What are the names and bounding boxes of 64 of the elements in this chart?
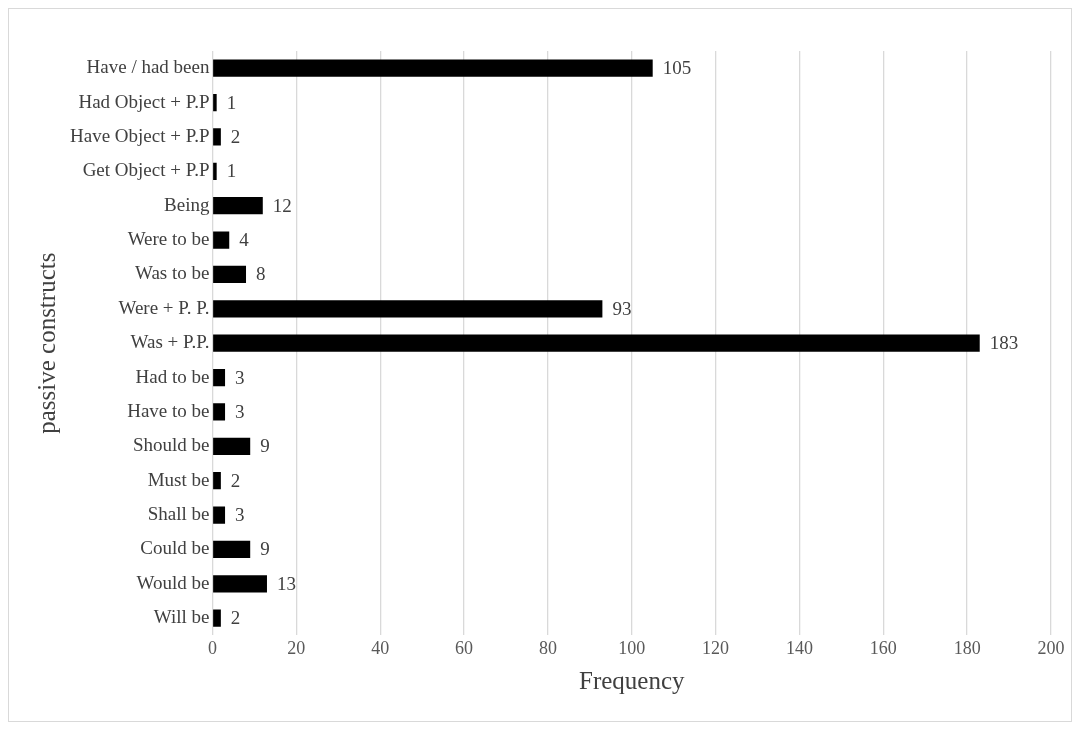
x-tick-label: 160	[869, 637, 897, 658]
y-axis-title: passive constructs	[32, 252, 60, 434]
bar	[213, 472, 221, 490]
data-label: 9	[260, 435, 270, 457]
data-label: 105	[662, 57, 692, 79]
bar	[213, 368, 226, 387]
bar	[213, 162, 217, 180]
data-label: 3	[235, 400, 245, 422]
y-tick-label: Get Object + P.P	[82, 159, 210, 181]
bar	[213, 540, 251, 559]
bar	[213, 265, 247, 284]
y-tick-label: Have to be	[127, 399, 210, 421]
bar	[213, 506, 226, 524]
y-tick-label: Was + P.P.	[130, 331, 210, 353]
data-label: 12	[272, 194, 292, 216]
x-tick-label: 0	[207, 637, 217, 658]
bar	[213, 575, 267, 593]
y-tick-label: Was to be	[135, 262, 210, 284]
y-tick-label: Could be	[140, 537, 210, 559]
x-tick-label: 200	[1037, 637, 1065, 658]
bar	[213, 231, 230, 249]
bar	[213, 128, 221, 146]
bar	[213, 93, 217, 112]
data-label: 93	[612, 297, 632, 319]
data-label: 1	[226, 91, 237, 113]
data-label: 3	[235, 366, 245, 388]
x-tick-label: 60	[455, 637, 474, 658]
x-tick-label: 140	[785, 637, 813, 658]
bar	[213, 59, 653, 77]
y-tick-label: Were + P. P.	[118, 296, 210, 318]
y-tick-label: Have / had been	[86, 56, 210, 78]
y-tick-label: Have Object + P.P	[69, 124, 210, 146]
y-tick-label: Should be	[132, 434, 210, 456]
x-tick-label: 180	[953, 637, 981, 658]
y-tick-label: Would be	[136, 571, 210, 593]
data-label: 9	[260, 538, 270, 560]
data-label: 1	[226, 160, 237, 182]
x-axis-title: Frequency	[578, 666, 685, 694]
bar	[213, 334, 980, 352]
x-tick-label: 80	[538, 637, 557, 658]
x-tick-label: 100	[618, 637, 646, 658]
bar	[213, 403, 226, 421]
y-tick-label: Shall be	[147, 503, 210, 525]
bar	[213, 609, 221, 627]
bar	[213, 197, 263, 215]
x-tick-label: 40	[371, 637, 390, 658]
data-label: 13	[276, 572, 296, 594]
data-label: 2	[230, 469, 241, 491]
data-label: 183	[989, 332, 1019, 354]
bar	[213, 300, 603, 318]
y-tick-label: Being	[164, 193, 210, 215]
bar	[213, 437, 251, 455]
x-tick-label: 20	[287, 637, 306, 658]
y-tick-label: Were to be	[127, 228, 210, 250]
y-tick-label: Must be	[147, 468, 210, 490]
data-label: 2	[230, 125, 241, 147]
data-label: 2	[230, 607, 241, 629]
y-tick-label: Will be	[153, 606, 210, 628]
x-tick-label: 120	[702, 637, 730, 658]
data-label: 4	[239, 229, 250, 251]
y-tick-label: Had to be	[135, 365, 210, 387]
y-tick-label: Had Object + P.P	[78, 90, 210, 112]
data-label: 3	[235, 504, 245, 526]
data-label: 8	[256, 263, 266, 285]
